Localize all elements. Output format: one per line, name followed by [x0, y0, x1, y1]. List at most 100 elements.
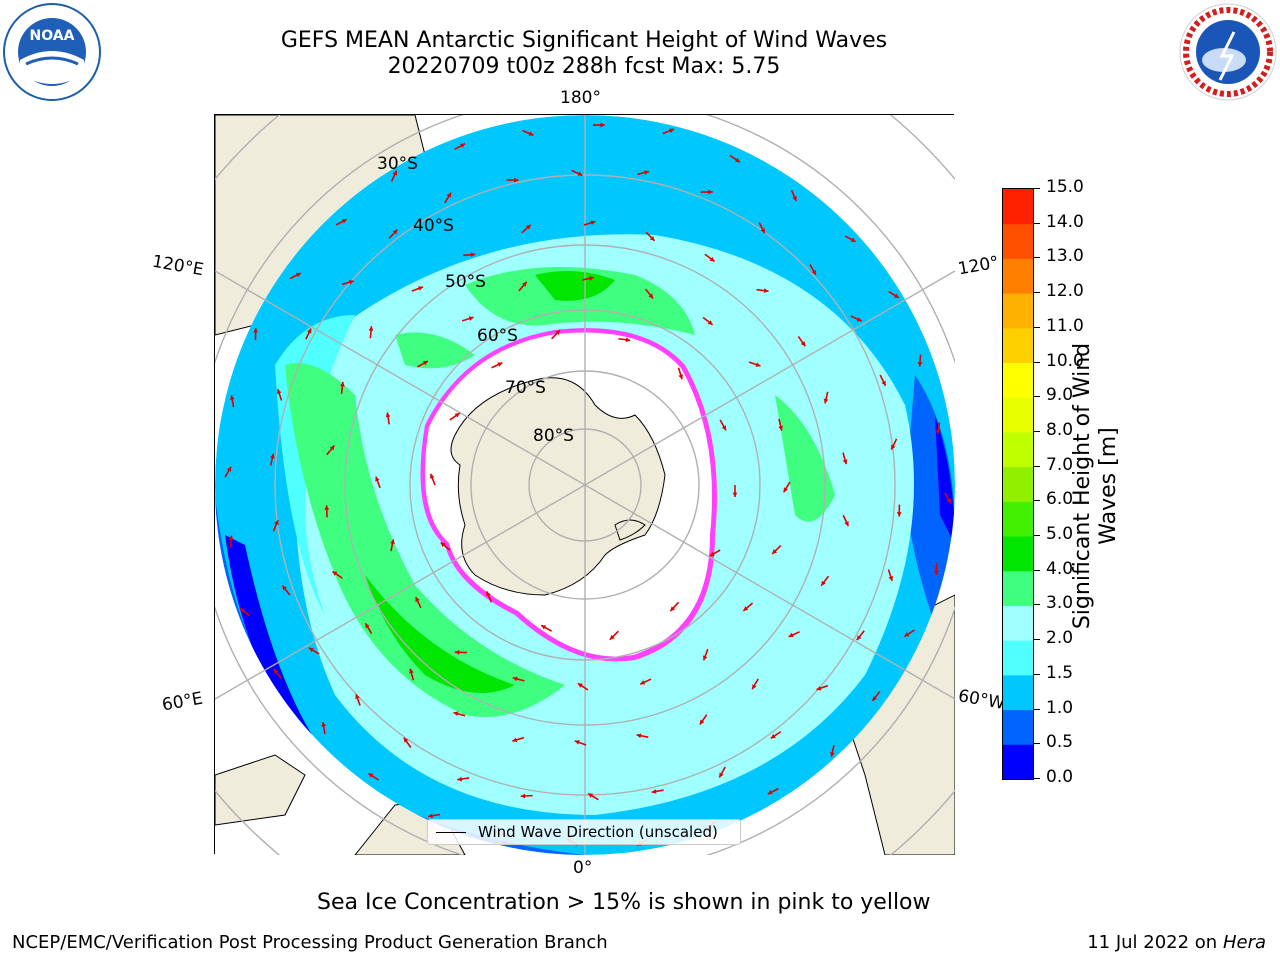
wave-direction-arrow	[463, 252, 476, 258]
lon-label-120w: 120°	[956, 252, 1001, 280]
wave-direction-arrow	[790, 189, 798, 202]
wave-direction-arrow	[816, 684, 829, 691]
wave-direction-arrow	[890, 438, 898, 450]
wave-direction-arrow	[771, 545, 782, 555]
sea-ice-caption: Sea Ice Concentration > 15% is shown in …	[317, 890, 931, 915]
wave-direction-arrow	[797, 335, 806, 347]
wave-direction-arrow	[428, 813, 441, 819]
wave-direction-arrow	[417, 360, 429, 368]
wave-direction-arrow	[239, 607, 250, 617]
colorbar-ticks: 0.0 0.5 1.0 1.5 2.0 3.0 4.0 5.0 6.0 7.0 8.0 9.0 10.0…	[1034, 177, 1094, 787]
wave-direction-arrow	[823, 391, 829, 404]
colorbar-tick-mark	[1034, 361, 1040, 363]
colorbar-swatches	[1003, 189, 1033, 779]
colorbar-swatch	[1003, 293, 1033, 329]
wave-direction-arrow	[453, 711, 466, 717]
wave-direction-arrow	[809, 264, 817, 276]
colorbar-tick-mark	[1034, 465, 1040, 467]
colorbar-swatch	[1003, 570, 1033, 606]
wave-direction-arrow	[506, 177, 519, 183]
wave-direction-arrow	[305, 328, 312, 340]
wave-direction-arrow	[388, 229, 399, 239]
wave-direction-arrow	[512, 676, 525, 682]
lon-label-60w: 60°W	[956, 686, 1007, 714]
wave-direction-arrow	[704, 253, 716, 263]
colorbar-tick-mark	[1034, 639, 1040, 641]
polar-map: 30°S 40°S 50°S 60°S 70°S 80°S	[215, 115, 955, 855]
wave-direction-arrow	[512, 736, 525, 743]
colorbar-tick-mark	[1034, 778, 1040, 779]
wave-direction-arrow	[411, 286, 424, 292]
wave-direction-arrow	[719, 419, 727, 431]
legend-label: Wind Wave Direction (unscaled)	[478, 823, 718, 841]
wave-direction-arrow	[618, 337, 631, 343]
colorbar-swatch	[1003, 709, 1033, 745]
colorbar-swatch	[1003, 744, 1033, 779]
colorbar-swatch	[1003, 536, 1033, 572]
wave-direction-arrow	[879, 374, 887, 387]
wave-direction-arrow	[429, 473, 436, 486]
wave-direction-arrow	[935, 422, 941, 435]
colorbar-tick-label: 3.0	[1046, 593, 1074, 614]
wave-direction-arrow	[871, 691, 881, 702]
colorbar-swatch	[1003, 674, 1033, 711]
wave-direction-arrow	[390, 170, 398, 182]
wave-direction-arrow	[592, 122, 605, 128]
wave-direction-arrow	[767, 787, 779, 795]
colorbar-tick-label: 7.0	[1046, 454, 1074, 475]
lat-label-30s: 30°S	[377, 154, 418, 174]
wave-direction-arrow	[321, 721, 327, 735]
wave-direction-arrow	[520, 793, 533, 799]
colorbar-tick-label: 4.0	[1046, 558, 1074, 579]
footer-host: Hera	[1222, 932, 1266, 953]
wave-direction-arrow	[331, 570, 343, 579]
wave-direction-arrow	[782, 481, 791, 493]
colorbar-tick-mark	[1034, 708, 1040, 710]
wave-direction-arrow	[587, 792, 599, 801]
wave-direction-arrow	[324, 505, 330, 518]
colorbar-label-line2: Waves [m]	[1096, 427, 1121, 545]
wave-direction-arrow	[403, 737, 412, 748]
wave-direction-arrow	[637, 170, 650, 176]
wave-direction-arrow	[636, 733, 649, 739]
lon-label-60e: 60°E	[160, 688, 205, 716]
wave-direction-arrow	[770, 731, 782, 740]
wave-direction-arrow	[700, 189, 713, 195]
wave-direction-arrow	[269, 453, 275, 466]
wave-direction-arrow	[644, 288, 654, 299]
wave-direction-arrow	[742, 602, 754, 612]
wave-direction-arrow	[718, 766, 726, 778]
graticule	[215, 115, 955, 855]
colorbar-swatch	[1003, 327, 1033, 364]
wave-direction-arrow	[850, 315, 863, 322]
colorbar-swatch	[1003, 397, 1033, 433]
wave-direction-arrow	[414, 596, 422, 609]
colorbar-tick-label: 0.0	[1046, 767, 1074, 787]
wave-direction-arrow	[571, 169, 583, 177]
wave-direction-arrow	[276, 388, 283, 401]
colorbar-tick-label: 10.0	[1046, 350, 1084, 371]
colorbar-tick-label: 2.0	[1046, 628, 1074, 649]
colorbar-tick-mark	[1034, 569, 1040, 571]
wave-direction-arrow	[522, 129, 534, 137]
lat-label-60s: 60°S	[477, 326, 518, 346]
footer-date: 11 Jul 2022 on Hera	[1087, 932, 1266, 953]
wave-direction-arrow	[289, 272, 302, 280]
wave-direction-arrow	[934, 562, 939, 575]
colorbar-tick-mark	[1034, 743, 1040, 745]
wave-direction-arrow	[375, 476, 381, 489]
colorbar	[1002, 188, 1034, 780]
wave-direction-arrow	[842, 452, 848, 465]
colorbar-tick-label: 6.0	[1046, 489, 1074, 510]
colorbar-tick-label: 9.0	[1046, 385, 1074, 406]
chart-title-line2: 20220709 t00z 288h fcst Max: 5.75	[387, 54, 781, 79]
colorbar-tick-mark	[1034, 257, 1040, 259]
wave-direction-arrow	[702, 316, 714, 326]
wave-direction-arrow	[444, 192, 452, 204]
wave-direction-arrow	[844, 235, 857, 243]
wave-direction-arrow	[229, 395, 235, 408]
wave-direction-arrow	[326, 444, 336, 456]
wave-direction-arrow	[651, 789, 664, 794]
wave-direction-arrow	[944, 492, 952, 504]
lat-label-70s: 70°S	[505, 378, 546, 398]
